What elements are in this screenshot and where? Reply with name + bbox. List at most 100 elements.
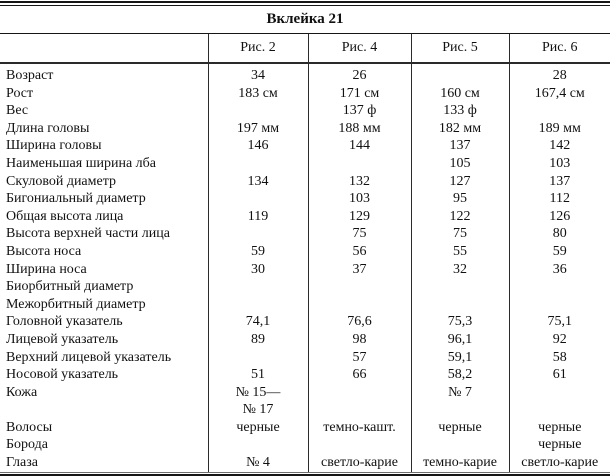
value-cell: № 4 xyxy=(207,454,308,472)
row-label: Головной указатель xyxy=(6,314,123,330)
value-cell: 167,4 см xyxy=(508,84,610,103)
value-cell: № 7 xyxy=(410,383,509,419)
value-cell: 75,1 xyxy=(508,313,610,331)
row-label: Рост xyxy=(6,85,34,101)
table-row: Головной указатель 74,1 76,6 75,3 75,1 xyxy=(0,313,610,331)
value-cell xyxy=(207,225,308,243)
value-cell: 160 см xyxy=(410,84,509,103)
value-cell: 98 xyxy=(307,330,411,349)
value-cell xyxy=(207,154,308,173)
value-cell: 59 xyxy=(508,242,610,261)
table-row: Кожа № 15— № 17 № 7 xyxy=(0,383,610,419)
table-row: Скуловой диаметр 134 132 127 137 xyxy=(0,172,610,191)
value-cell: 55 xyxy=(410,242,509,261)
value-cell xyxy=(410,63,509,85)
value-cell: 56 xyxy=(307,242,411,261)
value-cell xyxy=(307,295,411,314)
table-row: Ширина головы 146 144 137 142 xyxy=(0,137,610,155)
table-row: Бигониальный диаметр 103 95 112 xyxy=(0,190,610,208)
value-cell: 134 xyxy=(207,172,308,191)
value-cell: 32 xyxy=(410,260,509,279)
value-cell xyxy=(307,278,411,296)
value-cell: 146 xyxy=(207,137,308,155)
value-line: № 15— xyxy=(235,384,281,400)
value-cell: 182 мм xyxy=(410,119,509,138)
value-cell: 126 xyxy=(508,207,610,226)
row-label: Высота носа xyxy=(6,243,82,259)
value-cell: 103 xyxy=(307,190,411,208)
value-cell: 75 xyxy=(307,225,411,243)
top-double-rule xyxy=(0,1,610,6)
value-cell: 119 xyxy=(207,207,308,226)
table-row: Носовой указатель 51 66 58,2 61 xyxy=(0,366,610,384)
row-label: Высота верхней части лица xyxy=(6,226,170,242)
value-cell: 74,1 xyxy=(207,313,308,331)
table-row: Биорбитный диаметр xyxy=(0,278,610,296)
row-label: Кожа xyxy=(6,384,38,400)
value-cell: 189 мм xyxy=(508,119,610,138)
table-row: Высота носа 59 56 55 59 xyxy=(0,242,610,261)
value-cell: 137 ф xyxy=(307,102,411,120)
row-label: Верхний лицевой указатель xyxy=(6,349,172,365)
row-label: Борода xyxy=(6,437,48,453)
value-cell xyxy=(508,102,610,120)
value-cell: светло-карие xyxy=(307,454,411,472)
value-cell: черные xyxy=(410,418,509,437)
value-cell xyxy=(410,295,509,314)
table-header: Рис. 2 Рис. 4 Рис. 5 Рис. 6 xyxy=(0,34,610,63)
value-cell: 66 xyxy=(307,366,411,384)
bottom-double-rule xyxy=(0,471,610,476)
value-cell: 89 xyxy=(207,330,308,349)
table-row: Верхний лицевой указатель 57 59,1 58 xyxy=(0,348,610,367)
table-row: Борода черные xyxy=(0,436,610,455)
value-cell: 92 xyxy=(508,330,610,349)
row-label: Биорбитный диаметр xyxy=(6,279,134,295)
value-cell: 137 xyxy=(410,137,509,155)
value-cell xyxy=(207,436,308,455)
table-row: Высота верхней части лица 75 75 80 xyxy=(0,225,610,243)
table-row: Общая высота лица 119 129 122 126 xyxy=(0,207,610,226)
value-cell xyxy=(207,348,308,367)
row-label: Общая высота лица xyxy=(6,208,124,224)
value-cell: 197 мм xyxy=(207,119,308,138)
value-cell xyxy=(207,278,308,296)
header-cell-empty xyxy=(0,34,208,63)
value-cell: 37 xyxy=(307,260,411,279)
value-cell xyxy=(508,383,610,419)
table-row: Ширина носа 30 37 32 36 xyxy=(0,260,610,279)
value-cell: 122 xyxy=(410,207,509,226)
table-row: Лицевой указатель 89 98 96,1 92 xyxy=(0,330,610,349)
row-label: Межорбитный диаметр xyxy=(6,296,146,312)
value-cell: 36 xyxy=(508,260,610,279)
row-label: Волосы xyxy=(6,419,53,435)
value-cell xyxy=(508,278,610,296)
value-cell xyxy=(410,278,509,296)
value-cell xyxy=(207,295,308,314)
row-label: Бигониальный диаметр xyxy=(6,191,146,207)
row-label: Носовой указатель xyxy=(6,367,119,383)
value-cell xyxy=(307,154,411,173)
value-cell: черные xyxy=(207,418,308,437)
table-row: Рост 183 см 171 см 160 см 167,4 см xyxy=(0,84,610,103)
value-cell xyxy=(207,102,308,120)
value-cell: 103 xyxy=(508,154,610,173)
value-cell: 75 xyxy=(410,225,509,243)
value-cell: 96,1 xyxy=(410,330,509,349)
row-label: Возраст xyxy=(6,68,54,83)
value-cell: № 15— № 17 xyxy=(207,383,308,419)
value-cell: темно-карие xyxy=(410,454,509,472)
value-cell: 188 мм xyxy=(307,119,411,138)
row-label: Глаза xyxy=(6,455,38,471)
header-cell-fig5: Рис. 5 xyxy=(410,34,509,63)
table-row: Длина головы 197 мм 188 мм 182 мм 189 мм xyxy=(0,119,610,138)
value-cell: 76,6 xyxy=(307,313,411,331)
header-row: Рис. 2 Рис. 4 Рис. 5 Рис. 6 xyxy=(0,34,610,63)
table-body: Возраст 34 26 28 Рост 183 см 171 см 160 см 167,4… xyxy=(0,63,610,472)
value-cell: 171 см xyxy=(307,84,411,103)
value-cell: 51 xyxy=(207,366,308,384)
header-cell-fig2: Рис. 2 xyxy=(207,34,308,63)
page-title: Вклейка 21 xyxy=(0,6,610,34)
value-cell: темно-кашт. xyxy=(307,418,411,437)
value-cell: 59 xyxy=(207,242,308,261)
